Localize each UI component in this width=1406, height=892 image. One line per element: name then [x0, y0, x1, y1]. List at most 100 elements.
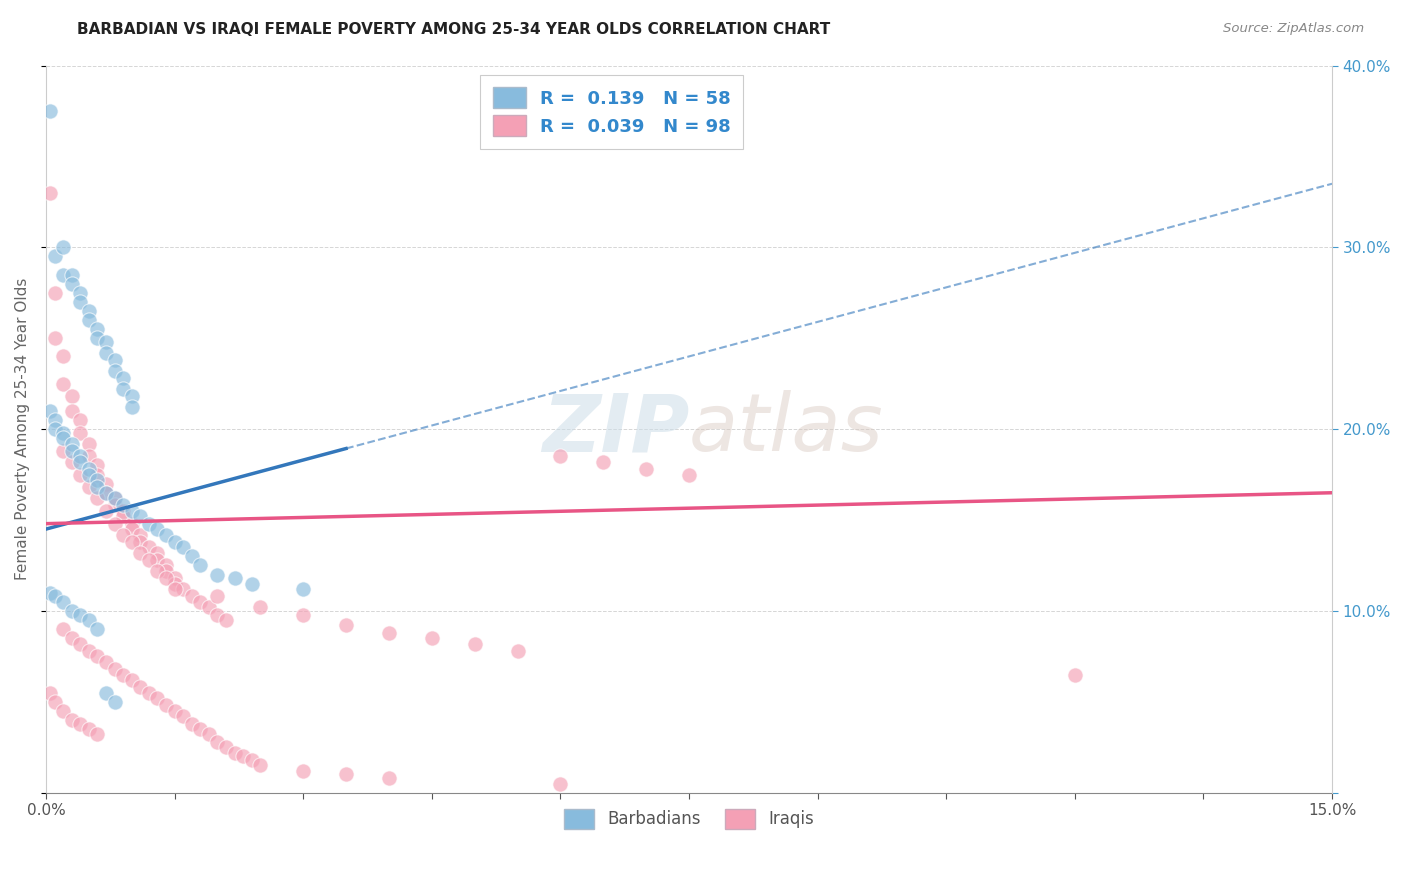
Point [103, 516, 125, 531]
Point [138, 686, 160, 700]
Point [69, 425, 91, 440]
Point [112, 667, 135, 681]
Point [163, 534, 186, 549]
Point [155, 527, 177, 541]
Point [103, 491, 125, 506]
Point [60, 404, 83, 418]
Point [94, 485, 117, 500]
Point [52, 595, 75, 609]
Point [77, 304, 100, 318]
Point [146, 691, 169, 706]
Point [86, 473, 108, 487]
Point [77, 644, 100, 658]
Point [86, 491, 108, 506]
Point [155, 558, 177, 573]
Point [155, 564, 177, 578]
Point [163, 582, 186, 596]
Point [86, 727, 108, 741]
Point [215, 613, 238, 627]
Point [636, 462, 658, 476]
Point [224, 746, 246, 760]
Point [69, 294, 91, 309]
Point [146, 564, 169, 578]
Point [335, 767, 357, 781]
Point [138, 516, 160, 531]
Point [207, 607, 229, 622]
Point [52, 622, 75, 636]
Point [44, 285, 66, 300]
Point [94, 655, 117, 669]
Point [215, 740, 238, 755]
Point [60, 444, 83, 458]
Point [129, 546, 152, 560]
Point [103, 364, 125, 378]
Point [77, 613, 100, 627]
Point [240, 576, 263, 591]
Point [60, 436, 83, 450]
Point [121, 673, 143, 687]
Point [103, 353, 125, 368]
Point [112, 527, 135, 541]
Point [69, 467, 91, 482]
Point [60, 455, 83, 469]
Point [121, 534, 143, 549]
Point [550, 776, 572, 790]
Point [52, 268, 75, 282]
Text: Source: ZipAtlas.com: Source: ZipAtlas.com [1223, 22, 1364, 36]
Point [103, 662, 125, 676]
Legend: Barbadians, Iraqis: Barbadians, Iraqis [557, 803, 821, 835]
Point [188, 558, 211, 573]
Point [172, 709, 194, 723]
Point [155, 698, 177, 713]
Point [112, 371, 135, 385]
Point [69, 450, 91, 464]
Point [550, 450, 572, 464]
Text: atlas: atlas [689, 390, 884, 468]
Point [44, 695, 66, 709]
Point [378, 625, 401, 640]
Point [39, 404, 62, 418]
Point [94, 686, 117, 700]
Point [180, 590, 202, 604]
Point [198, 600, 221, 615]
Point [335, 618, 357, 632]
Point [39, 585, 62, 599]
Point [94, 485, 117, 500]
Point [188, 722, 211, 736]
Point [112, 504, 135, 518]
Point [112, 499, 135, 513]
Point [44, 422, 66, 436]
Point [77, 450, 100, 464]
Point [69, 607, 91, 622]
Point [121, 516, 143, 531]
Point [249, 600, 271, 615]
Point [77, 436, 100, 450]
Point [163, 704, 186, 718]
Point [240, 753, 263, 767]
Point [292, 764, 315, 778]
Point [198, 727, 221, 741]
Point [224, 571, 246, 585]
Point [1063, 667, 1085, 681]
Point [129, 534, 152, 549]
Point [77, 313, 100, 327]
Point [155, 571, 177, 585]
Point [44, 331, 66, 345]
Point [121, 401, 143, 415]
Point [592, 455, 614, 469]
Point [60, 389, 83, 403]
Point [678, 467, 700, 482]
Point [292, 582, 315, 596]
Point [121, 522, 143, 536]
Point [44, 413, 66, 427]
Point [146, 546, 169, 560]
Point [77, 480, 100, 494]
Point [146, 553, 169, 567]
Point [138, 553, 160, 567]
Point [121, 504, 143, 518]
Point [249, 758, 271, 772]
Point [129, 527, 152, 541]
Point [86, 467, 108, 482]
Point [52, 425, 75, 440]
Point [420, 631, 443, 645]
